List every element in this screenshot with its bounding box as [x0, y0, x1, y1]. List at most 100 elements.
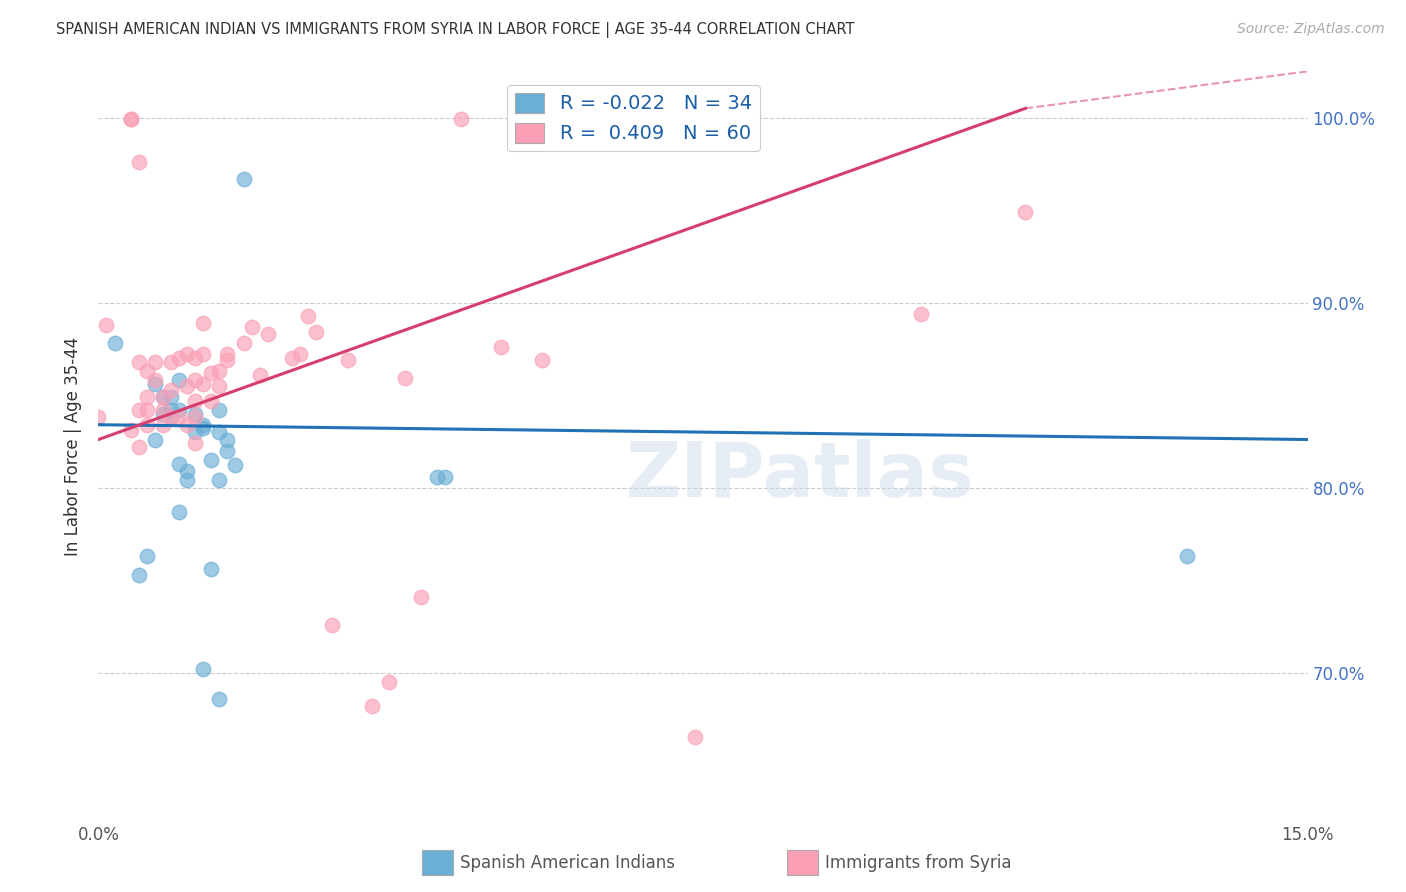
Point — [361, 698, 384, 713]
Point — [128, 567, 150, 582]
Point — [143, 373, 166, 387]
Point — [193, 421, 215, 435]
Point — [143, 355, 166, 369]
Point — [167, 410, 190, 425]
Point — [208, 691, 231, 706]
Text: Spanish American Indians: Spanish American Indians — [460, 855, 675, 872]
Point — [128, 355, 150, 369]
Point — [135, 417, 157, 432]
Point — [152, 407, 174, 421]
Point — [193, 316, 215, 330]
Point — [530, 353, 553, 368]
Point — [426, 469, 449, 483]
Point — [128, 440, 150, 454]
Point — [167, 351, 190, 365]
Point — [120, 112, 142, 127]
Point — [96, 318, 118, 332]
Point — [87, 410, 110, 425]
Point — [167, 403, 190, 417]
Point — [176, 473, 198, 487]
Point — [249, 368, 271, 382]
Point — [128, 403, 150, 417]
Point — [305, 325, 328, 339]
Point — [256, 327, 278, 342]
Point — [224, 458, 246, 473]
Point — [143, 433, 166, 447]
Point — [450, 112, 472, 127]
Point — [208, 379, 231, 393]
Point — [217, 433, 239, 447]
Point — [377, 674, 399, 689]
Point — [143, 377, 166, 392]
Point — [152, 417, 174, 432]
Point — [176, 417, 198, 432]
Point — [103, 336, 125, 351]
Point — [128, 155, 150, 169]
Text: Source: ZipAtlas.com: Source: ZipAtlas.com — [1237, 22, 1385, 37]
Point — [208, 425, 231, 439]
Point — [167, 373, 190, 387]
Point — [337, 353, 360, 368]
Point — [184, 410, 207, 425]
Point — [184, 351, 207, 365]
Point — [160, 410, 183, 425]
Point — [160, 390, 183, 404]
Point — [200, 393, 222, 408]
Point — [288, 347, 311, 361]
Point — [184, 425, 207, 439]
Point — [491, 340, 513, 354]
Point — [200, 453, 222, 467]
Text: SPANISH AMERICAN INDIAN VS IMMIGRANTS FROM SYRIA IN LABOR FORCE | AGE 35-44 CORR: SPANISH AMERICAN INDIAN VS IMMIGRANTS FR… — [56, 22, 855, 38]
Point — [135, 549, 157, 563]
Point — [184, 436, 207, 450]
Text: ZIPatlas: ZIPatlas — [626, 439, 974, 513]
Point — [184, 373, 207, 387]
Point — [152, 390, 174, 404]
Point — [1014, 205, 1036, 219]
Point — [152, 390, 174, 404]
Point — [184, 407, 207, 421]
Point — [683, 731, 706, 745]
Point — [193, 377, 215, 392]
Point — [217, 353, 239, 368]
Point — [160, 410, 183, 425]
Point — [208, 473, 231, 487]
Point — [910, 307, 932, 321]
Point — [193, 347, 215, 361]
Point — [135, 364, 157, 378]
Point — [184, 393, 207, 408]
Point — [217, 443, 239, 458]
Point — [193, 662, 215, 676]
Point — [176, 464, 198, 478]
Point — [200, 562, 222, 576]
Legend: R = -0.022   N = 34, R =  0.409   N = 60: R = -0.022 N = 34, R = 0.409 N = 60 — [508, 85, 759, 151]
Point — [152, 403, 174, 417]
Point — [434, 469, 457, 483]
Point — [281, 351, 304, 365]
Point — [160, 355, 183, 369]
Point — [120, 112, 142, 127]
Point — [176, 379, 198, 393]
Point — [120, 423, 142, 437]
Point — [160, 383, 183, 397]
Point — [208, 403, 231, 417]
Point — [135, 403, 157, 417]
Point — [394, 371, 416, 385]
Point — [409, 590, 432, 604]
Point — [176, 347, 198, 361]
Text: Immigrants from Syria: Immigrants from Syria — [825, 855, 1012, 872]
Point — [208, 364, 231, 378]
Point — [217, 347, 239, 361]
Point — [240, 319, 263, 334]
Point — [232, 336, 254, 351]
Point — [1175, 549, 1198, 563]
Point — [232, 171, 254, 186]
Point — [167, 457, 190, 471]
Point — [160, 403, 183, 417]
Point — [193, 417, 215, 432]
Point — [167, 505, 190, 519]
Y-axis label: In Labor Force | Age 35-44: In Labor Force | Age 35-44 — [65, 336, 83, 556]
Point — [135, 390, 157, 404]
Point — [321, 617, 343, 632]
Point — [200, 366, 222, 380]
